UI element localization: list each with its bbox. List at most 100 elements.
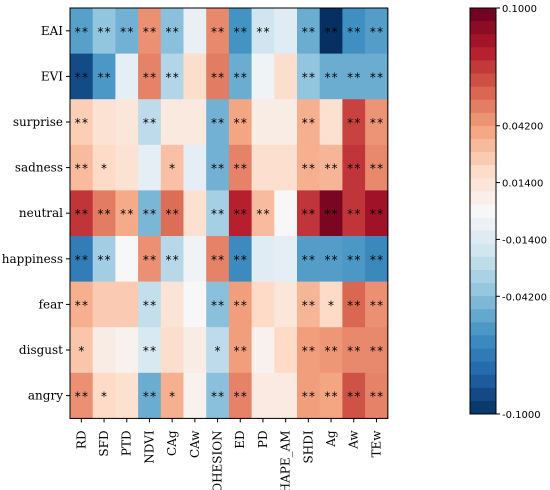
x-tick-label: TEw xyxy=(369,430,383,458)
heatmap-cell xyxy=(206,144,230,191)
significance-marker: ** xyxy=(233,253,247,267)
heatmap-cell xyxy=(206,190,230,237)
heatmap-cell xyxy=(92,8,116,55)
heatmap-cell xyxy=(138,53,162,100)
heatmap-cell xyxy=(138,144,162,191)
significance-marker: ** xyxy=(369,298,383,312)
significance-marker: ** xyxy=(301,25,315,39)
x-tick-label: ED xyxy=(233,430,247,448)
heatmap-cell xyxy=(319,53,343,100)
heatmap-cells xyxy=(70,8,389,419)
colorbar-segment xyxy=(470,309,496,323)
significance-marker: * xyxy=(100,162,107,176)
colorbar-segment xyxy=(470,230,496,245)
heatmap-cell xyxy=(365,281,389,328)
heatmap-cell xyxy=(160,53,185,100)
x-tick-label: Aw xyxy=(347,430,361,450)
significance-marker: ** xyxy=(347,207,361,221)
significance-marker: ** xyxy=(97,25,111,39)
colorbar-segment xyxy=(470,374,496,389)
significance-marker: ** xyxy=(301,344,315,358)
heatmap-cell xyxy=(228,53,253,100)
heatmap-cell xyxy=(183,8,207,55)
heatmap-cell xyxy=(274,281,298,328)
heatmap-cell xyxy=(138,372,162,419)
heatmap-cell xyxy=(183,53,207,100)
heatmap-cell xyxy=(70,8,94,55)
significance-marker: ** xyxy=(369,116,383,130)
significance-marker: ** xyxy=(256,207,270,221)
colorbar-segment xyxy=(470,256,496,271)
heatmap-cell xyxy=(274,8,298,55)
significance-marker: * xyxy=(327,298,334,312)
significance-marker: ** xyxy=(301,207,315,221)
x-tick-label: CAg xyxy=(165,430,179,456)
colorbar-tick-label: 0.01400 xyxy=(502,179,543,190)
heatmap-cell xyxy=(206,8,230,55)
significance-marker: ** xyxy=(233,162,247,176)
significance-marker: ** xyxy=(347,390,361,404)
y-tick-label: happiness xyxy=(2,252,63,266)
heatmap-cell xyxy=(228,190,253,237)
heatmap-cell xyxy=(297,144,321,191)
heatmap-cell xyxy=(70,327,94,374)
significance-marker: ** xyxy=(142,298,156,312)
significance-marker: ** xyxy=(324,390,338,404)
x-tick-label: Ag xyxy=(324,430,338,448)
heatmap-cell xyxy=(138,190,162,237)
significance-marker: ** xyxy=(74,25,88,39)
significance-marker: ** xyxy=(301,70,315,84)
heatmap-cell xyxy=(319,327,343,374)
x-tick-label: SFD xyxy=(97,430,111,456)
x-tick-label: SHAPE_AM xyxy=(279,430,293,490)
heatmap-cell xyxy=(251,236,275,283)
colorbar-tick-label: 0.1000 xyxy=(502,4,537,15)
significance-marker: ** xyxy=(165,70,179,84)
significance-marker: ** xyxy=(233,344,247,358)
y-tick-label: surprise xyxy=(13,115,63,129)
significance-marker: ** xyxy=(324,253,338,267)
heatmap-cell xyxy=(251,8,275,55)
heatmap-cell xyxy=(160,144,185,191)
significance-marker: ** xyxy=(347,344,361,358)
heatmap-cell xyxy=(115,281,139,328)
significance-marker: ** xyxy=(347,25,361,39)
colorbar-tick-label: 0.04200 xyxy=(502,122,543,133)
heatmap-cell xyxy=(92,372,116,419)
heatmap-cell xyxy=(160,8,185,55)
heatmap-cell xyxy=(319,144,343,191)
heatmap-cell xyxy=(297,236,321,283)
significance-marker: ** xyxy=(324,344,338,358)
colorbar-segment xyxy=(470,138,496,153)
significance-marker: ** xyxy=(369,207,383,221)
heatmap-cell xyxy=(138,327,162,374)
heatmap-cell xyxy=(297,281,321,328)
y-tick-label: EAI xyxy=(41,24,63,38)
colorbar-segment xyxy=(470,125,496,140)
significance-marker: * xyxy=(214,344,221,358)
significance-marker: ** xyxy=(233,298,247,312)
colorbar-segment xyxy=(470,296,496,310)
heatmap-cell xyxy=(251,327,275,374)
significance-marker: ** xyxy=(74,298,88,312)
heatmap-cell xyxy=(115,8,139,55)
significance-marker: ** xyxy=(210,70,224,84)
significance-marker: * xyxy=(78,344,85,358)
heatmap-cell xyxy=(183,99,207,146)
heatmap-cell xyxy=(228,8,253,55)
significance-marker: ** xyxy=(256,25,270,39)
colorbar-segment xyxy=(470,73,496,88)
significance-marker: ** xyxy=(210,116,224,130)
heatmap-cell xyxy=(115,53,139,100)
heatmap-cell xyxy=(251,372,275,419)
heatmap-cell xyxy=(297,8,321,55)
heatmap-cell xyxy=(228,99,253,146)
significance-marker: ** xyxy=(301,253,315,267)
heatmap-cell xyxy=(342,372,366,419)
significance-marker: ** xyxy=(347,298,361,312)
heatmap-cell xyxy=(92,327,116,374)
colorbar-tick-label: -0.1000 xyxy=(502,410,541,421)
colorbar-segment xyxy=(470,99,496,114)
heatmap-cell xyxy=(297,53,321,100)
heatmap-cell xyxy=(92,144,116,191)
